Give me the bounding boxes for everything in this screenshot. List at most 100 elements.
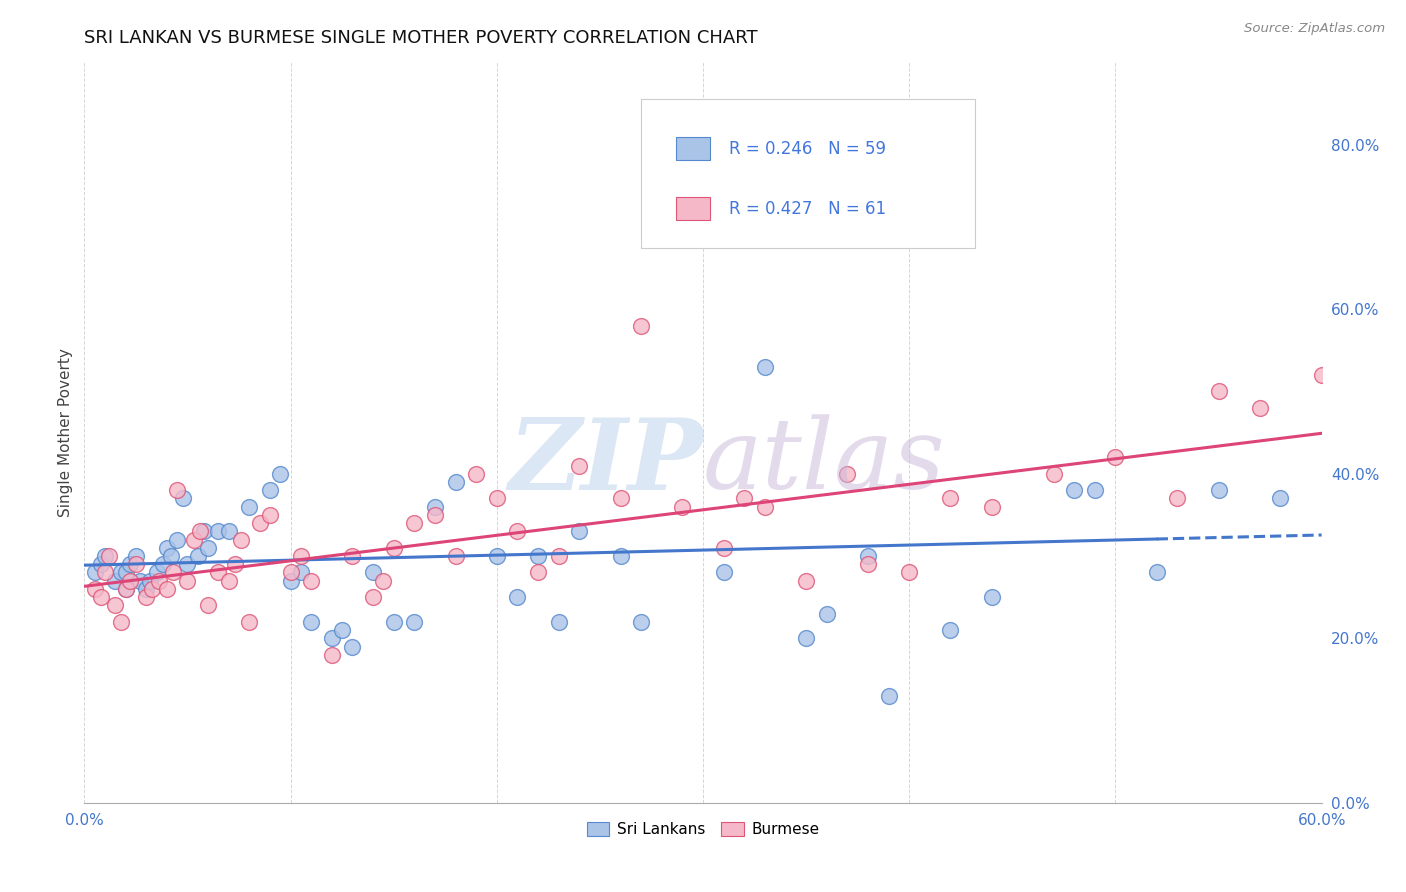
Text: R = 0.246   N = 59: R = 0.246 N = 59 bbox=[728, 140, 886, 158]
Point bbox=[238, 615, 260, 629]
Point bbox=[197, 541, 219, 555]
Point bbox=[83, 566, 105, 580]
Point bbox=[135, 590, 157, 604]
Point bbox=[90, 558, 112, 572]
Point bbox=[671, 500, 693, 514]
Point bbox=[129, 574, 152, 588]
Point bbox=[342, 549, 364, 563]
Point bbox=[224, 558, 246, 572]
Point bbox=[361, 566, 384, 580]
Point bbox=[898, 566, 921, 580]
Point bbox=[114, 582, 136, 596]
Point bbox=[156, 541, 179, 555]
Point bbox=[299, 574, 322, 588]
Point bbox=[733, 491, 755, 506]
Point bbox=[794, 574, 817, 588]
Point bbox=[104, 599, 127, 613]
Text: Source: ZipAtlas.com: Source: ZipAtlas.com bbox=[1244, 22, 1385, 36]
Point bbox=[114, 582, 136, 596]
Point bbox=[249, 516, 271, 530]
Point bbox=[939, 623, 962, 637]
Text: ZIP: ZIP bbox=[508, 414, 703, 510]
Point bbox=[280, 566, 302, 580]
Point bbox=[361, 590, 384, 604]
Point bbox=[152, 558, 174, 572]
Point bbox=[118, 558, 141, 572]
Point bbox=[166, 533, 188, 547]
Point bbox=[382, 541, 405, 555]
Point bbox=[342, 640, 364, 654]
Point bbox=[609, 491, 631, 506]
Point bbox=[444, 549, 467, 563]
Point bbox=[139, 574, 162, 588]
Point bbox=[110, 615, 132, 629]
Point bbox=[754, 359, 776, 374]
Point bbox=[207, 524, 229, 539]
Point bbox=[1063, 483, 1085, 498]
Text: atlas: atlas bbox=[703, 415, 946, 510]
Point bbox=[1208, 384, 1230, 399]
Point bbox=[259, 508, 281, 522]
Point bbox=[980, 590, 1002, 604]
Point bbox=[299, 615, 322, 629]
Point bbox=[321, 648, 343, 662]
Point bbox=[465, 467, 488, 481]
Point bbox=[176, 574, 198, 588]
Point bbox=[568, 458, 591, 473]
Point bbox=[166, 483, 188, 498]
Point bbox=[1146, 566, 1168, 580]
Point bbox=[290, 549, 312, 563]
Point bbox=[94, 566, 117, 580]
Point bbox=[485, 549, 508, 563]
Point bbox=[330, 623, 353, 637]
Point bbox=[404, 615, 426, 629]
Point bbox=[794, 632, 817, 646]
Point bbox=[373, 574, 395, 588]
Point bbox=[1084, 483, 1107, 498]
Point bbox=[382, 615, 405, 629]
Point bbox=[506, 524, 529, 539]
Point bbox=[1310, 368, 1333, 382]
Point bbox=[980, 500, 1002, 514]
Point bbox=[197, 599, 219, 613]
Point bbox=[630, 615, 652, 629]
Point bbox=[238, 500, 260, 514]
Point bbox=[1042, 467, 1064, 481]
Point bbox=[506, 590, 529, 604]
Point bbox=[609, 549, 631, 563]
Text: R = 0.427   N = 61: R = 0.427 N = 61 bbox=[728, 200, 886, 218]
Point bbox=[815, 607, 838, 621]
Point bbox=[104, 574, 127, 588]
Point bbox=[1208, 483, 1230, 498]
Point bbox=[754, 500, 776, 514]
Point bbox=[125, 558, 148, 572]
Point bbox=[176, 558, 198, 572]
Point bbox=[187, 549, 209, 563]
Point bbox=[547, 549, 569, 563]
Point bbox=[193, 524, 215, 539]
Point bbox=[83, 582, 105, 596]
Point bbox=[856, 549, 879, 563]
Point bbox=[156, 582, 179, 596]
Point bbox=[172, 491, 194, 506]
Point bbox=[651, 195, 673, 210]
Bar bbox=[676, 197, 710, 220]
Point bbox=[404, 516, 426, 530]
Point bbox=[527, 549, 550, 563]
Point bbox=[135, 582, 157, 596]
Point bbox=[1249, 401, 1271, 415]
Point bbox=[118, 574, 141, 588]
Point bbox=[218, 574, 240, 588]
Point bbox=[90, 590, 112, 604]
Point bbox=[94, 549, 117, 563]
Point bbox=[423, 508, 446, 522]
Point bbox=[183, 533, 205, 547]
Point bbox=[713, 541, 735, 555]
Point bbox=[939, 491, 962, 506]
Text: SRI LANKAN VS BURMESE SINGLE MOTHER POVERTY CORRELATION CHART: SRI LANKAN VS BURMESE SINGLE MOTHER POVE… bbox=[84, 29, 758, 47]
Point bbox=[125, 549, 148, 563]
Point bbox=[162, 566, 184, 580]
Point bbox=[269, 467, 291, 481]
Point bbox=[877, 689, 900, 703]
Point bbox=[630, 318, 652, 333]
